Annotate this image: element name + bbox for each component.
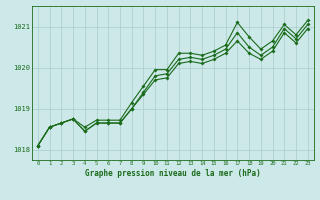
X-axis label: Graphe pression niveau de la mer (hPa): Graphe pression niveau de la mer (hPa)	[85, 169, 261, 178]
